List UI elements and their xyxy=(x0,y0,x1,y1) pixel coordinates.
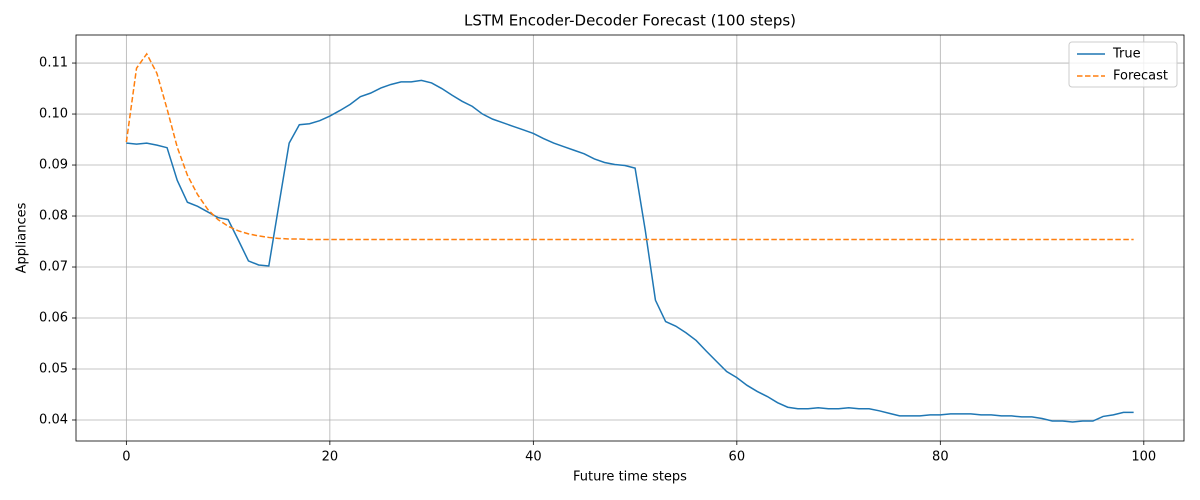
x-tick-label: 80 xyxy=(932,450,949,465)
legend-label: True xyxy=(1112,47,1141,62)
legend-label: Forecast xyxy=(1113,69,1168,84)
y-tick-label: 0.09 xyxy=(39,158,68,173)
y-axis-label: Appliances xyxy=(15,202,30,273)
x-tick-label: 60 xyxy=(729,450,746,465)
y-tick-label: 0.04 xyxy=(39,412,68,427)
x-tick-label: 20 xyxy=(322,450,339,465)
x-tick-label: 100 xyxy=(1131,450,1156,465)
y-tick-label: 0.07 xyxy=(39,260,68,275)
data-line xyxy=(125,52,1134,241)
x-axis-label: Future time steps xyxy=(573,470,687,485)
plot-frame xyxy=(75,34,1185,442)
y-tick-label: 0.05 xyxy=(39,361,68,376)
y-tick-label: 0.11 xyxy=(39,56,68,71)
data-line xyxy=(126,79,1134,423)
x-tick-label: 40 xyxy=(525,450,542,465)
y-tick-label: 0.08 xyxy=(39,209,68,224)
chart-title: LSTM Encoder-Decoder Forecast (100 steps… xyxy=(464,12,796,30)
y-tick-label: 0.06 xyxy=(39,311,68,326)
x-tick-label: 0 xyxy=(122,450,130,465)
y-tick-label: 0.10 xyxy=(39,107,68,122)
